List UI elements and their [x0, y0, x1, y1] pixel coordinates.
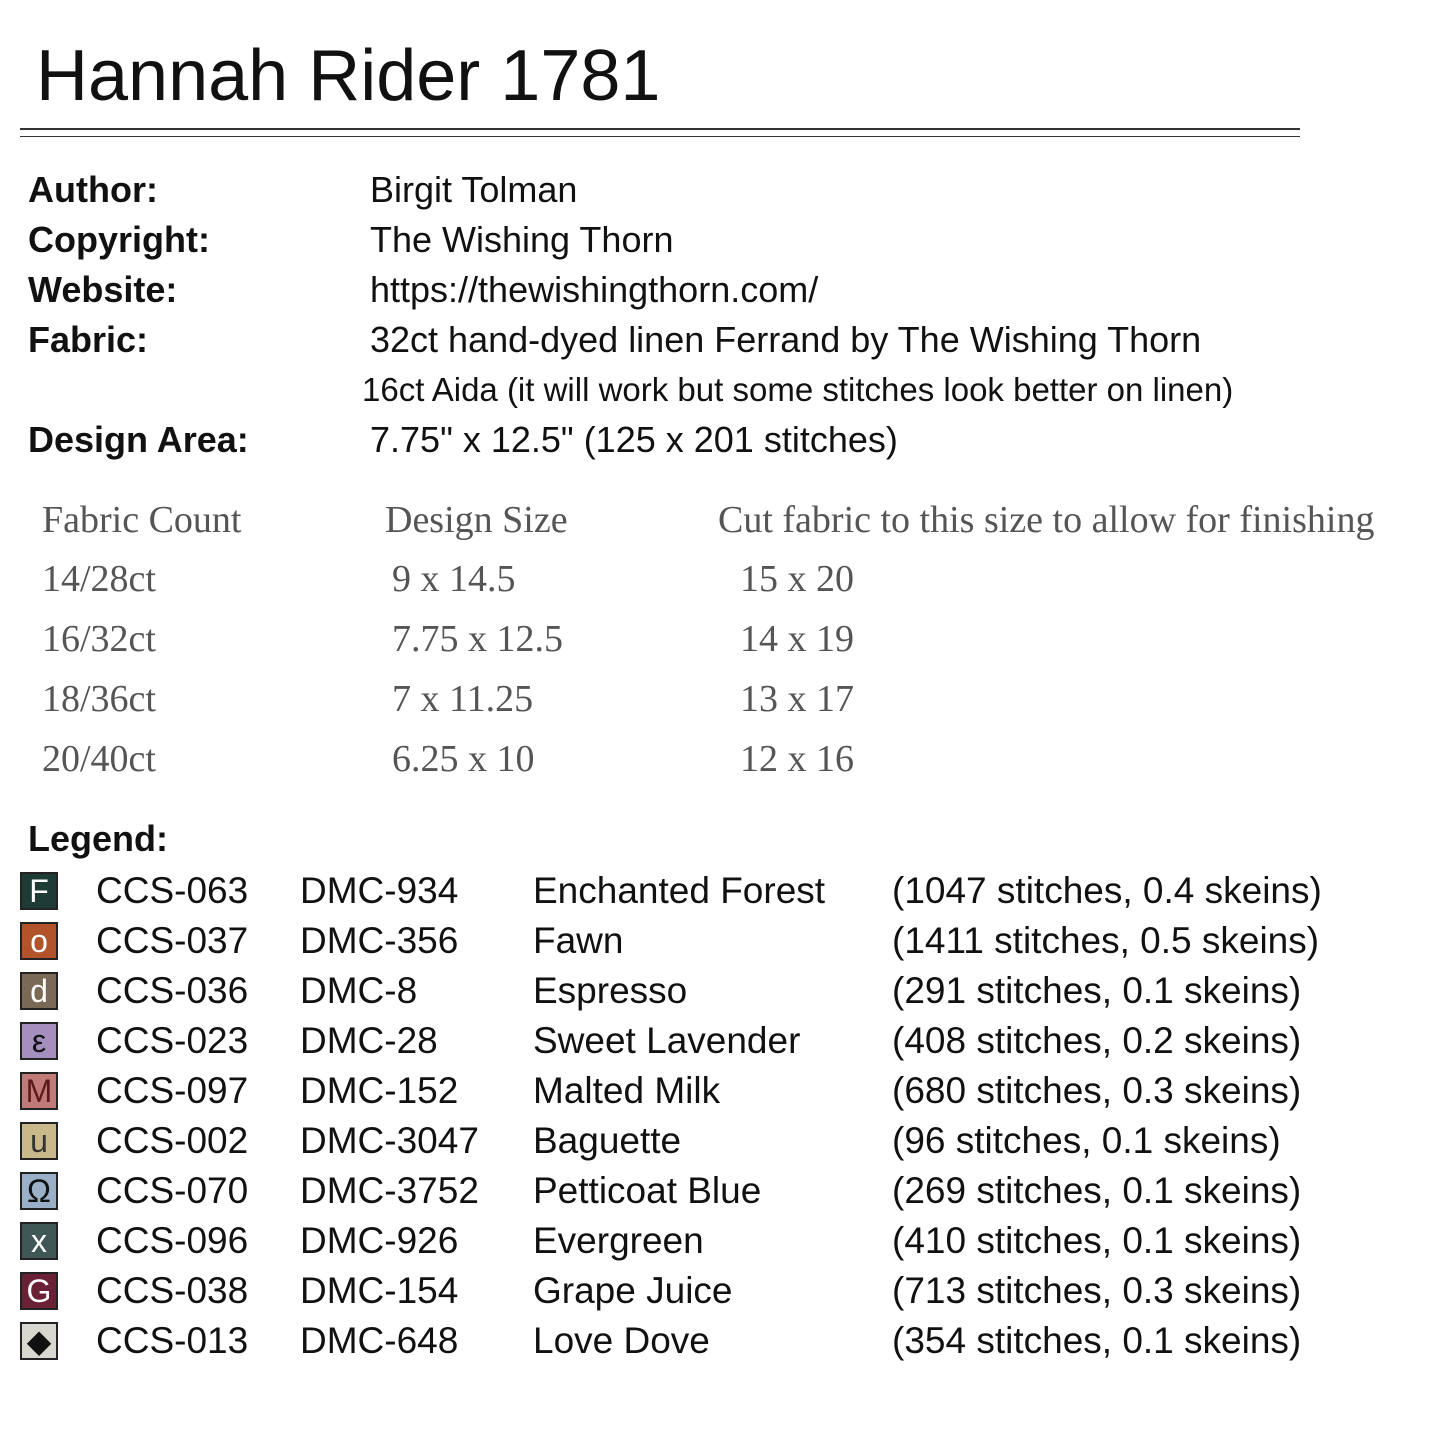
color-swatch: u	[20, 1122, 58, 1160]
ccs-code: CCS-096	[96, 1220, 249, 1261]
meta-key: Fabric:	[28, 319, 149, 360]
color-name: Enchanted Forest	[533, 870, 826, 911]
table-header: Design Size	[385, 499, 568, 541]
table-cell: 7 x 11.25	[392, 678, 534, 720]
stitch-count: (269 stitches, 0.1 skeins)	[892, 1170, 1302, 1211]
color-swatch: G	[20, 1272, 58, 1310]
stitch-count: (408 stitches, 0.2 skeins)	[892, 1020, 1302, 1061]
table-header: Cut fabric to this size to allow for fin…	[718, 499, 1375, 541]
dmc-code: DMC-934	[300, 870, 459, 911]
dmc-code: DMC-154	[300, 1270, 459, 1311]
page-title: Hannah Rider 1781	[36, 36, 661, 116]
dmc-code: DMC-356	[300, 920, 459, 961]
stitch-count: (354 stitches, 0.1 skeins)	[892, 1320, 1302, 1361]
table-cell: 14 x 19	[740, 618, 854, 660]
color-name: Sweet Lavender	[533, 1020, 801, 1061]
ccs-code: CCS-036	[96, 970, 249, 1011]
table-cell: 20/40ct	[42, 738, 156, 780]
dmc-code: DMC-3752	[300, 1170, 479, 1211]
color-swatch: Ω	[20, 1172, 58, 1210]
stitch-count: (96 stitches, 0.1 skeins)	[892, 1120, 1281, 1161]
color-name: Love Dove	[533, 1320, 710, 1361]
table-cell: 16/32ct	[42, 618, 156, 660]
dmc-code: DMC-3047	[300, 1120, 479, 1161]
meta-key: Website:	[28, 269, 178, 310]
table-cell: 6.25 x 10	[392, 738, 535, 780]
ccs-code: CCS-002	[96, 1120, 249, 1161]
color-name: Malted Milk	[533, 1070, 721, 1111]
table-cell: 7.75 x 12.5	[392, 618, 563, 660]
dmc-code: DMC-152	[300, 1070, 459, 1111]
color-swatch: F	[20, 872, 58, 910]
color-name: Petticoat Blue	[533, 1170, 762, 1211]
color-name: Evergreen	[533, 1220, 704, 1261]
meta-key: Author:	[28, 169, 158, 210]
table-cell: 9 x 14.5	[392, 558, 516, 600]
table-cell: 12 x 16	[740, 738, 854, 780]
table-cell: 13 x 17	[740, 678, 854, 720]
color-swatch: ◆	[20, 1322, 58, 1360]
ccs-code: CCS-037	[96, 920, 249, 961]
meta-value: https://thewishingthorn.com/	[370, 269, 819, 310]
meta-value: 16ct Aida (it will work but some stitche…	[362, 371, 1234, 408]
stitch-count: (713 stitches, 0.3 skeins)	[892, 1270, 1302, 1311]
stitch-count: (410 stitches, 0.1 skeins)	[892, 1220, 1302, 1261]
color-swatch: o	[20, 922, 58, 960]
title-divider	[20, 128, 1300, 137]
dmc-code: DMC-28	[300, 1020, 438, 1061]
table-cell: 18/36ct	[42, 678, 156, 720]
meta-key: Copyright:	[28, 219, 210, 260]
stitch-count: (680 stitches, 0.3 skeins)	[892, 1070, 1302, 1111]
color-swatch: x	[20, 1222, 58, 1260]
meta-value: The Wishing Thorn	[370, 219, 674, 260]
color-swatch: ε	[20, 1022, 58, 1060]
color-name: Fawn	[533, 920, 624, 961]
table-cell: 14/28ct	[42, 558, 156, 600]
dmc-code: DMC-926	[300, 1220, 459, 1261]
color-swatch: M	[20, 1072, 58, 1110]
dmc-code: DMC-648	[300, 1320, 459, 1361]
stitch-count: (1047 stitches, 0.4 skeins)	[892, 870, 1322, 911]
meta-key: Design Area:	[28, 419, 249, 460]
table-header: Fabric Count	[42, 499, 242, 541]
ccs-code: CCS-013	[96, 1320, 249, 1361]
meta-value: 7.75" x 12.5" (125 x 201 stitches)	[370, 419, 898, 460]
ccs-code: CCS-063	[96, 870, 249, 911]
color-name: Espresso	[533, 970, 688, 1011]
meta-value: 32ct hand-dyed linen Ferrand by The Wish…	[370, 319, 1202, 360]
legend-title: Legend:	[28, 818, 168, 859]
ccs-code: CCS-097	[96, 1070, 249, 1111]
ccs-code: CCS-038	[96, 1270, 249, 1311]
ccs-code: CCS-023	[96, 1020, 249, 1061]
ccs-code: CCS-070	[96, 1170, 249, 1211]
table-cell: 15 x 20	[740, 558, 854, 600]
dmc-code: DMC-8	[300, 970, 418, 1011]
color-name: Baguette	[533, 1120, 682, 1161]
stitch-count: (291 stitches, 0.1 skeins)	[892, 970, 1302, 1011]
stitch-count: (1411 stitches, 0.5 skeins)	[892, 920, 1320, 961]
meta-value: Birgit Tolman	[370, 169, 578, 210]
color-swatch: d	[20, 972, 58, 1010]
color-name: Grape Juice	[533, 1270, 733, 1311]
